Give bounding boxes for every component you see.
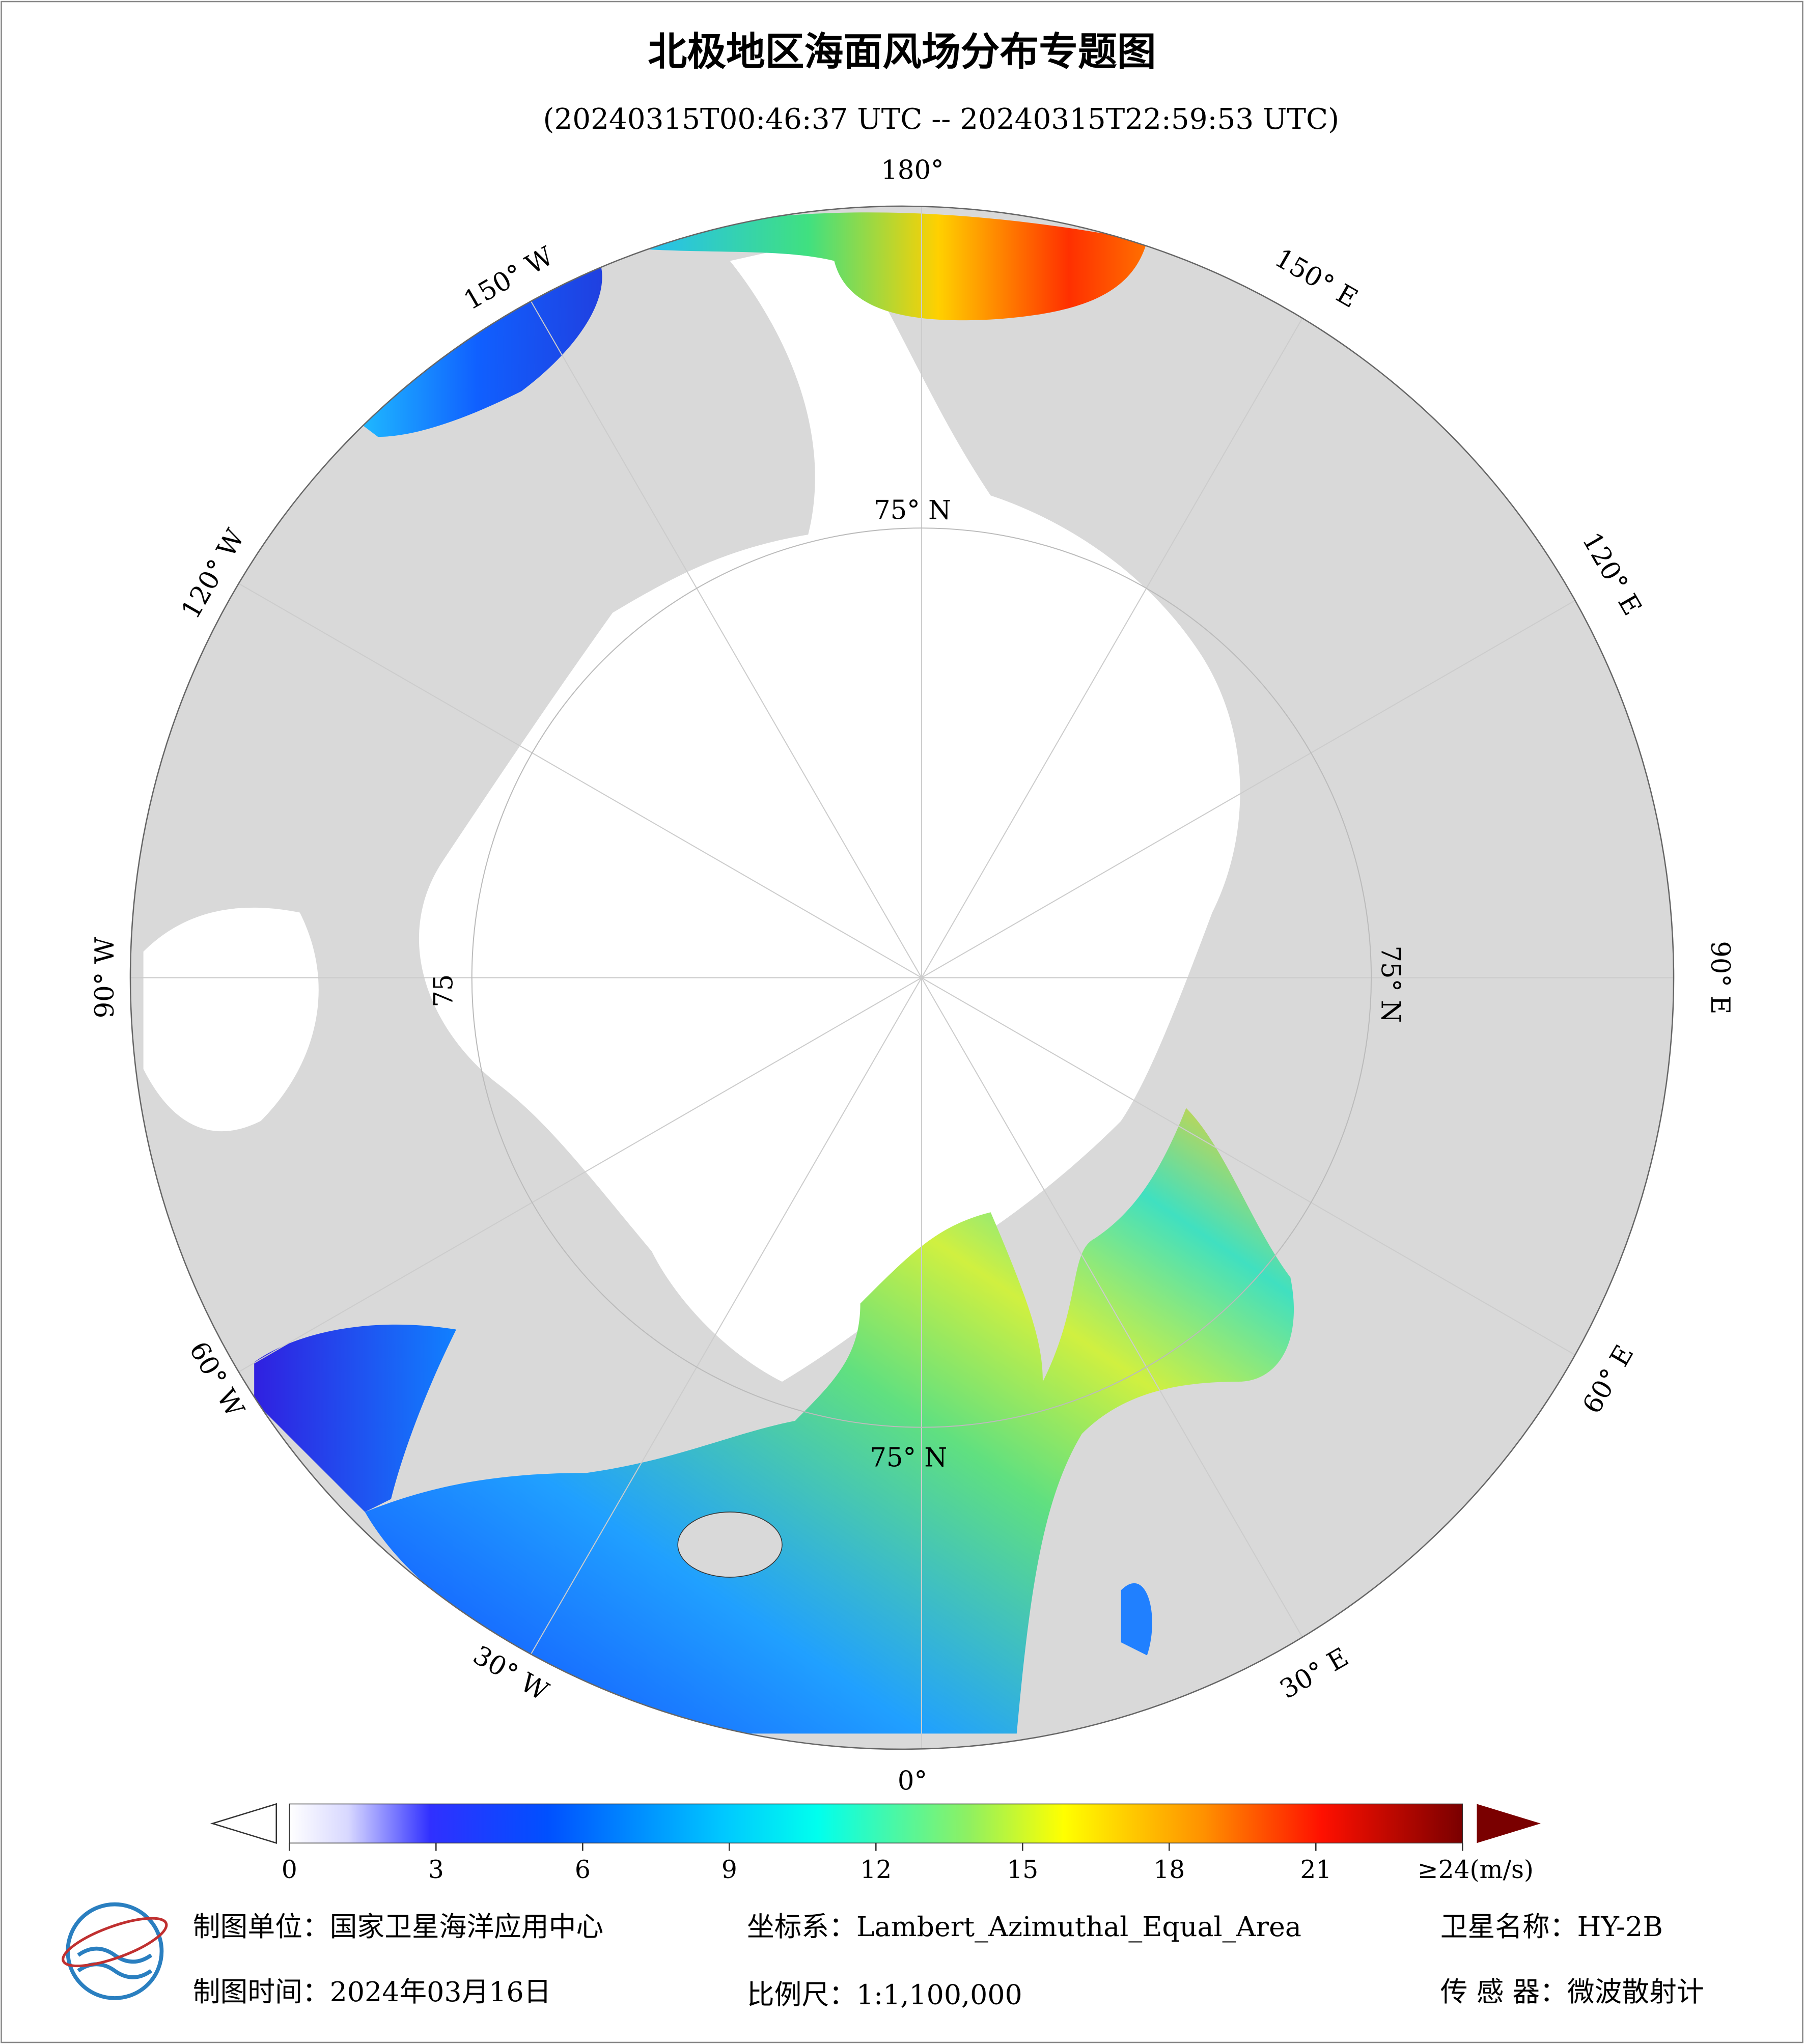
- colorbar-over: [1477, 1804, 1541, 1843]
- iceland: [677, 1511, 783, 1578]
- colorbar-ramp: [289, 1803, 1463, 1844]
- meridian: [921, 206, 1378, 978]
- footer-date: 制图时间：2024年03月16日: [193, 1976, 551, 2008]
- wind-bering: [625, 212, 1147, 321]
- lat-circle: [471, 527, 1372, 1428]
- footer-unit: 制图单位：国家卫星海洋应用中心: [193, 1911, 603, 1943]
- title: 北极地区海面风场分布专题图: [648, 29, 1156, 75]
- meridian: [131, 521, 922, 978]
- footer-satellite: 卫星名称：HY-2B: [1440, 1911, 1663, 1943]
- subtitle: (20240315T00:46:37 UTC -- 20240315T22:59…: [543, 103, 1340, 136]
- colorbar-tick-label: ≥24(m/s): [1418, 1856, 1534, 1884]
- graticule: [130, 206, 1674, 1749]
- lon-label: 180°: [881, 155, 943, 185]
- lon-label: 0°: [898, 1766, 927, 1797]
- wind-baffin: [254, 1324, 456, 1513]
- footer-projection: 坐标系：Lambert_Azimuthal_Equal_Area: [747, 1911, 1301, 1943]
- colorbar-tick-label: 12: [860, 1856, 892, 1884]
- colorbar-tick-label: 3: [428, 1856, 444, 1884]
- colorbar-tick-label: 0: [282, 1856, 297, 1884]
- meridian: [131, 977, 922, 1435]
- hudson-bay: [143, 907, 319, 1132]
- lat-label: 75: [429, 974, 459, 1007]
- lat-label: 75° N: [870, 1443, 947, 1473]
- colorbar-tick-label: 9: [721, 1856, 737, 1884]
- lat-label: 75° N: [1375, 945, 1405, 1023]
- logo: [62, 1902, 168, 2000]
- lon-label: 90° E: [1705, 941, 1735, 1014]
- colorbar-tick-label: 21: [1300, 1856, 1331, 1884]
- arctic-ocean: [419, 235, 1240, 1382]
- meridian: [465, 206, 922, 978]
- colorbar-tick-label: 18: [1153, 1856, 1185, 1884]
- wind-baltic: [1121, 1583, 1152, 1656]
- lon-label: 90° W: [90, 937, 120, 1018]
- wind-alaska: [352, 261, 602, 437]
- footer-scale: 比例尺：1:1,100,000: [747, 1978, 1022, 2010]
- meridian: [465, 977, 922, 1749]
- colorbar-tick-label: 6: [575, 1856, 591, 1884]
- colorbar-tick-label: 15: [1007, 1856, 1038, 1884]
- colorbar: 0 3 6 9 12 15 18 21 ≥24(m/s): [210, 1803, 1541, 1884]
- meridian: [921, 977, 1378, 1749]
- footer-sensor: 传 感 器：微波散射计: [1440, 1976, 1704, 2008]
- map: [130, 206, 1674, 1749]
- colorbar-under: [210, 1803, 277, 1844]
- map-border: [129, 205, 1675, 1750]
- lat-label: 75° N: [874, 495, 951, 526]
- wind-atlantic: [365, 1108, 1294, 1734]
